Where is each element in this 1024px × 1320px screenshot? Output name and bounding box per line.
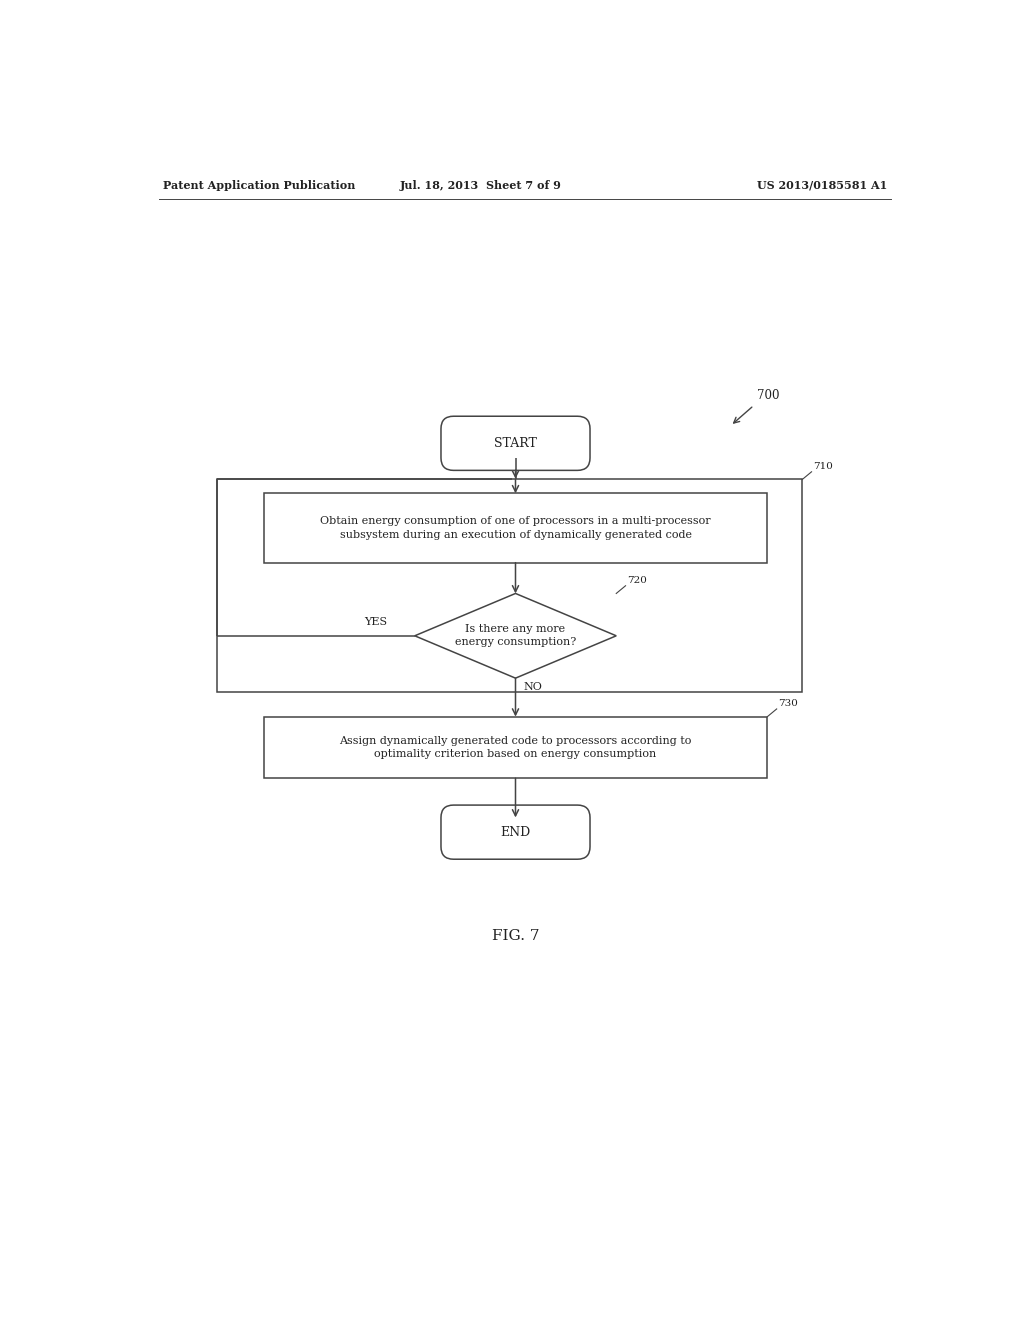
Text: 730: 730	[778, 700, 798, 708]
Text: US 2013/0185581 A1: US 2013/0185581 A1	[758, 180, 888, 191]
Text: Obtain energy consumption of one of processors in a multi-processor
subsystem du: Obtain energy consumption of one of proc…	[321, 516, 711, 540]
FancyBboxPatch shape	[441, 416, 590, 470]
Polygon shape	[415, 594, 616, 678]
Text: Assign dynamically generated code to processors according to
optimality criterio: Assign dynamically generated code to pro…	[339, 735, 691, 759]
Text: FIG. 7: FIG. 7	[492, 929, 540, 942]
Text: Patent Application Publication: Patent Application Publication	[163, 180, 355, 191]
Text: END: END	[501, 825, 530, 838]
Text: Is there any more
energy consumption?: Is there any more energy consumption?	[455, 624, 577, 647]
Bar	[217, 479, 802, 692]
Bar	[263, 494, 767, 562]
Text: 700: 700	[758, 389, 780, 403]
Text: Jul. 18, 2013  Sheet 7 of 9: Jul. 18, 2013 Sheet 7 of 9	[399, 180, 561, 191]
Text: 720: 720	[627, 576, 647, 585]
Text: NO: NO	[523, 682, 542, 692]
FancyBboxPatch shape	[441, 805, 590, 859]
Text: 710: 710	[813, 462, 833, 471]
Text: START: START	[494, 437, 537, 450]
Bar	[263, 717, 767, 779]
Text: YES: YES	[365, 616, 388, 627]
